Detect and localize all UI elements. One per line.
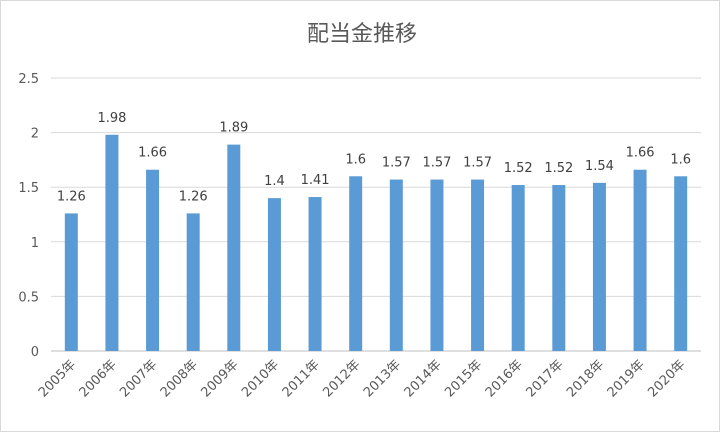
x-tick-label: 2014年 <box>402 357 445 400</box>
data-label: 1.98 <box>97 111 126 126</box>
y-tick-label: 1.5 <box>18 181 39 196</box>
bar <box>592 182 606 351</box>
data-label: 1.6 <box>670 152 691 167</box>
data-label: 1.6 <box>345 152 366 167</box>
data-label: 1.4 <box>264 174 285 189</box>
bar <box>633 169 647 351</box>
data-label: 1.66 <box>138 146 167 161</box>
data-label: 1.57 <box>382 156 411 171</box>
bar <box>186 213 200 351</box>
x-tick-label: 2009年 <box>198 357 241 400</box>
x-tick-label: 2018年 <box>564 357 607 400</box>
y-tick-label: 2 <box>31 127 39 142</box>
bar <box>349 176 363 351</box>
bars <box>64 134 688 351</box>
grid-lines <box>51 77 701 352</box>
x-tick-label: 2005年 <box>36 357 79 400</box>
x-tick-label: 2011年 <box>280 357 323 400</box>
x-tick-label: 2007年 <box>117 357 160 400</box>
data-label: 1.41 <box>301 173 330 188</box>
bar <box>64 213 78 351</box>
data-label: 1.66 <box>626 146 655 161</box>
x-tick-label: 2013年 <box>361 357 404 400</box>
bar <box>430 179 444 351</box>
data-label: 1.52 <box>504 161 533 176</box>
data-labels: 1.26 1.98 1.66 1.26 1.89 1.4 1.41 1.6 1.57 1.57 1.… <box>57 111 691 205</box>
bar <box>389 179 403 351</box>
bar <box>511 185 525 351</box>
x-tick-label: 2016年 <box>483 357 526 400</box>
bar <box>308 197 322 351</box>
data-label: 1.52 <box>544 161 573 176</box>
y-tick-label: 0.5 <box>18 290 39 305</box>
bar <box>552 185 566 351</box>
x-tick-label: 2020年 <box>645 357 688 400</box>
bar <box>227 144 241 351</box>
data-label: 1.54 <box>585 159 614 174</box>
bar <box>105 134 119 351</box>
x-tick-label: 2015年 <box>442 357 485 400</box>
data-label: 1.26 <box>57 189 86 204</box>
x-tick-label: 2019年 <box>605 357 648 400</box>
x-tick-label: 2012年 <box>320 357 363 400</box>
data-label: 1.26 <box>179 189 208 204</box>
y-tick-label: 2.5 <box>18 72 39 87</box>
y-tick-label: 1 <box>31 236 39 251</box>
x-tick-label: 2006年 <box>77 357 120 400</box>
x-tick-label: 2008年 <box>158 357 201 400</box>
x-tick-label: 2010年 <box>239 357 282 400</box>
chart-title: 配当金推移 <box>307 22 417 47</box>
bar <box>471 179 485 351</box>
y-tick-label: 0 <box>31 345 39 360</box>
data-label: 1.89 <box>219 121 248 136</box>
bar <box>146 169 160 351</box>
data-label: 1.57 <box>463 156 492 171</box>
bar <box>674 176 688 351</box>
y-axis-ticks: 0 0.5 1 1.5 2 2.5 <box>18 72 39 360</box>
data-label: 1.57 <box>422 156 451 171</box>
x-axis-ticks: 2005年2006年2007年2008年2009年2010年2011年2012年… <box>36 357 689 400</box>
bar <box>267 198 281 351</box>
x-tick-label: 2017年 <box>523 357 566 400</box>
